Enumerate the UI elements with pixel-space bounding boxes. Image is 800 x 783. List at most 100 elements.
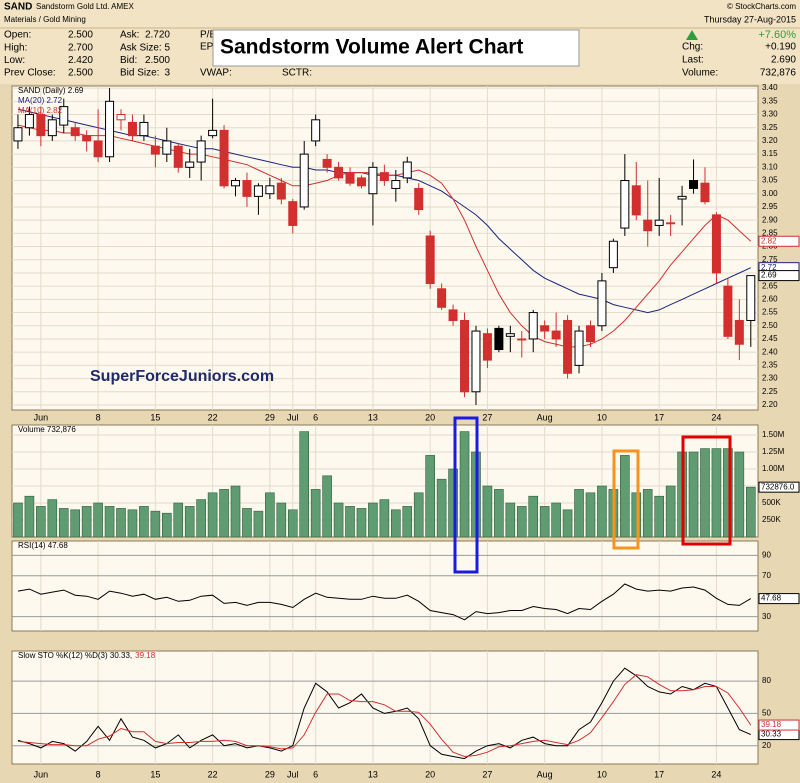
quote-value: 3: [164, 68, 170, 79]
candle-body: [585, 325, 595, 343]
x-tick-label: 13: [368, 769, 378, 779]
candle-body: [666, 222, 676, 225]
y-tick-label: 70: [762, 571, 771, 580]
candle-body: [517, 338, 527, 341]
volume-bar: [482, 485, 493, 538]
stat-label: Volume:: [682, 68, 718, 79]
quote-label: Prev Close:: [4, 68, 56, 79]
legend: Slow STO %K(12) %D(3) 30.33, 39.18: [18, 651, 156, 660]
volume-bar: [104, 506, 115, 538]
stat-value: 732,876: [760, 68, 797, 79]
quote-value: 2.500: [68, 68, 93, 79]
y-tick-label: 30: [762, 612, 771, 621]
candle-body: [505, 333, 515, 337]
candle-body: [551, 330, 561, 340]
stat-value: 2.690: [771, 55, 796, 66]
y-tick-label: 2.45: [762, 334, 778, 343]
candle-body: [82, 135, 92, 142]
last-value-box: [758, 270, 800, 282]
x-tick-label: 29: [265, 769, 275, 779]
last-value-label: 2.69: [761, 271, 777, 280]
y-tick-label: 1.00M: [762, 464, 785, 473]
volume-bar: [516, 506, 527, 538]
legend: Volume 732,876: [18, 425, 76, 434]
candle-body: [173, 145, 183, 168]
volume-bar: [379, 499, 390, 538]
candle-body: [723, 285, 733, 337]
volume-bar: [196, 499, 206, 538]
volume-bar: [620, 455, 630, 538]
volume-bar: [539, 506, 550, 538]
y-tick-label: 3.25: [762, 123, 778, 132]
quote-label: High:: [4, 42, 27, 53]
candle-body: [368, 166, 378, 195]
volume-bar: [333, 502, 344, 538]
x-tick-label: 8: [96, 769, 101, 779]
volume-bar: [574, 489, 584, 538]
volume-bar: [402, 506, 413, 538]
volume-bar: [207, 492, 218, 538]
x-tick-label: Jul: [287, 412, 299, 422]
volume-bar: [368, 502, 378, 538]
change-percent: +7.60%: [758, 29, 796, 41]
quote-value: 2.700: [68, 42, 93, 53]
volume-bar: [711, 448, 722, 538]
legend-entry: Volume 732,876: [18, 425, 76, 434]
x-tick-label: 20: [425, 412, 435, 422]
candle-body: [231, 180, 241, 187]
x-tick-label: Jun: [34, 412, 49, 422]
quote-label: Open:: [4, 30, 31, 41]
legend: MA(20) 2.72: [18, 96, 63, 105]
candle-body: [448, 309, 458, 321]
volume-bar: [700, 448, 710, 538]
x-tick-label: 24: [711, 769, 721, 779]
y-tick-label: 2.75: [762, 255, 778, 264]
volume-bar: [253, 510, 264, 538]
volume-bar: [36, 506, 46, 538]
volume-bar: [345, 506, 355, 538]
x-tick-label: Jul: [287, 769, 299, 779]
x-tick-label: 22: [208, 769, 218, 779]
volume-bar: [299, 431, 310, 538]
volume-bar: [436, 478, 447, 538]
candle-body: [242, 180, 252, 197]
last-value-label: 39.18: [761, 720, 782, 729]
volume-bar: [665, 485, 676, 538]
last-value-box: [758, 593, 800, 605]
candle-body: [643, 219, 653, 232]
legend-entry: RSI(14) 47.68: [18, 541, 68, 550]
x-tick-label: 8: [96, 412, 101, 422]
volume-bar: [688, 451, 699, 538]
x-tick-label: 10: [597, 769, 607, 779]
candle-body: [391, 180, 401, 189]
candle-body: [334, 166, 344, 179]
last-value-label: 2.82: [761, 236, 777, 245]
candle-body: [208, 129, 218, 137]
volume-bar: [139, 506, 149, 538]
x-tick-label: Aug: [537, 769, 553, 779]
symbol: SAND: [4, 2, 32, 13]
y-tick-label: 2.35: [762, 360, 778, 369]
x-tick-label: 22: [208, 412, 218, 422]
candle-body: [471, 330, 481, 393]
x-tick-label: 10: [597, 412, 607, 422]
x-tick-label: 13: [368, 412, 378, 422]
candle-body: [162, 140, 172, 155]
candle-body: [689, 180, 699, 189]
volume-bar: [276, 502, 287, 538]
volume-bar: [58, 508, 69, 538]
volume-bar: [391, 509, 401, 538]
y-tick-label: 3.30: [762, 110, 778, 119]
y-tick-label: 3.20: [762, 136, 778, 145]
candle-body: [414, 187, 424, 211]
candle-body: [276, 182, 286, 200]
quote-label: Ask:: [120, 30, 139, 41]
x-tick-label: Jun: [34, 769, 49, 779]
volume-bar: [505, 502, 516, 538]
quote-label: Low:: [4, 55, 25, 66]
volume-bar: [562, 509, 573, 538]
stat-label: Chg:: [682, 42, 703, 53]
volume-bar: [150, 510, 161, 538]
y-tick-label: 2.40: [762, 347, 778, 356]
